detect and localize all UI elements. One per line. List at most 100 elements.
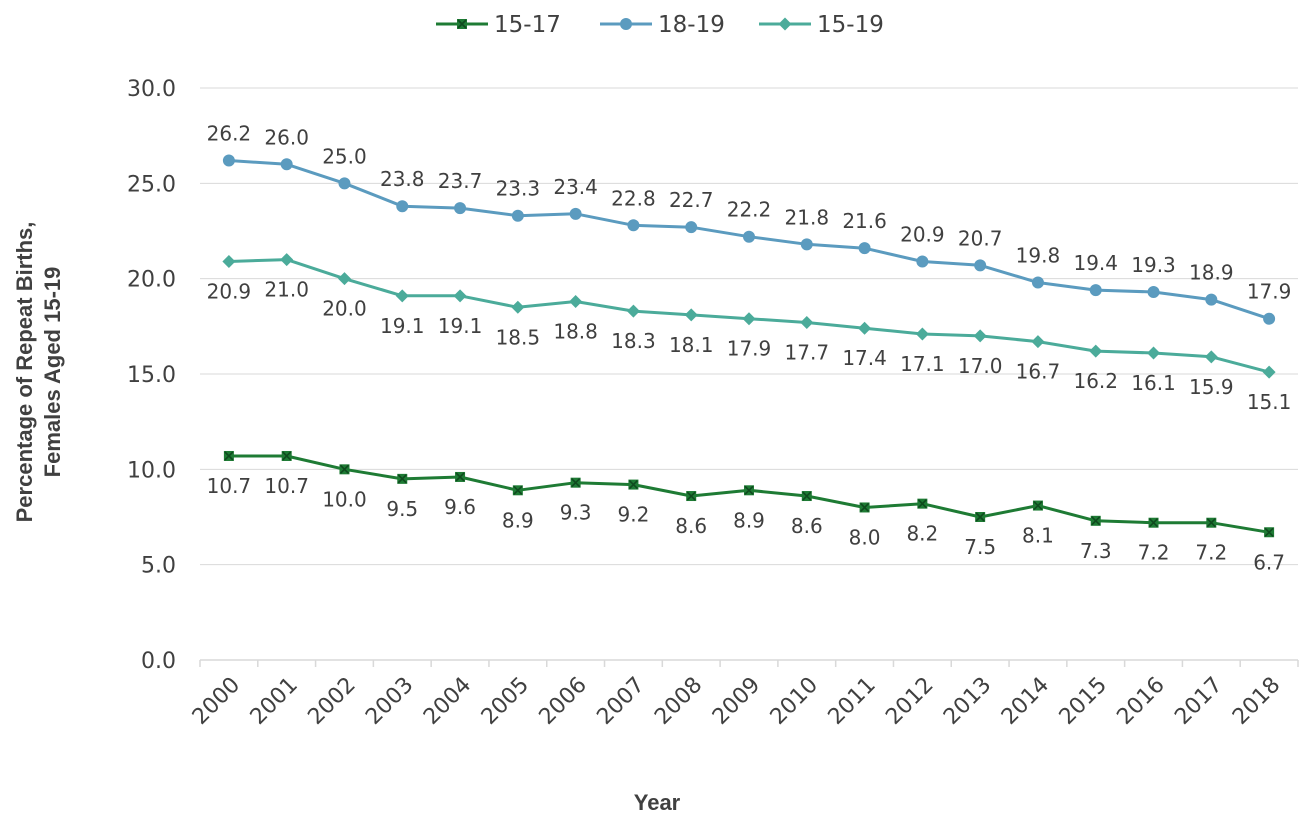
- data-point: [1262, 365, 1276, 379]
- data-label: 19.1: [438, 314, 483, 338]
- x-tick-label: 2011: [824, 673, 881, 730]
- data-label: 19.8: [1016, 243, 1061, 267]
- data-label: 9.6: [444, 495, 476, 519]
- data-point: [1147, 346, 1161, 360]
- data-point: [339, 464, 350, 475]
- data-label: 17.9: [1247, 280, 1292, 304]
- data-label: 23.4: [553, 175, 598, 199]
- data-label: 18.1: [669, 333, 714, 357]
- data-point: [455, 471, 466, 482]
- data-point: [569, 207, 582, 220]
- data-label: 8.6: [791, 514, 823, 538]
- y-tick-label: 0.0: [141, 649, 176, 674]
- data-point: [686, 491, 697, 502]
- data-point: [454, 202, 467, 215]
- data-point: [684, 308, 698, 322]
- data-point: [917, 498, 928, 509]
- data-point: [1206, 517, 1217, 528]
- data-label: 25.0: [322, 144, 367, 168]
- data-point: [223, 450, 234, 461]
- data-point: [1204, 350, 1218, 364]
- x-tick-label: 2014: [997, 673, 1054, 730]
- data-point: [626, 304, 640, 318]
- data-point: [1263, 312, 1276, 325]
- legend: 15-17 18-19 15-19: [436, 12, 884, 38]
- data-label: 8.0: [849, 525, 881, 549]
- data-point: [858, 242, 871, 255]
- data-label: 16.1: [1131, 371, 1176, 395]
- data-point: [570, 477, 581, 488]
- data-label: 21.0: [264, 278, 309, 302]
- data-label: 7.5: [964, 535, 996, 559]
- data-label: 6.7: [1253, 550, 1285, 574]
- data-point: [859, 502, 870, 513]
- data-label: 10.7: [207, 474, 252, 498]
- data-label: 17.7: [785, 341, 830, 365]
- data-label: 26.2: [207, 121, 252, 145]
- data-point: [1205, 293, 1218, 306]
- data-label: 19.4: [1073, 251, 1118, 275]
- x-tick-label: 2002: [303, 673, 360, 730]
- data-point: [801, 491, 812, 502]
- data-point: [337, 272, 351, 286]
- data-label: 10.7: [264, 474, 309, 498]
- data-label: 8.6: [675, 514, 707, 538]
- legend-item-15-17: 15-17: [436, 12, 561, 38]
- y-tick-label: 5.0: [141, 554, 176, 579]
- data-label: 8.2: [906, 522, 938, 546]
- data-labels: 10.7 10.7 10.0 9.5 9.6 8.9 9.3 9.2 8.6 8.9 8.6 8.0 8…: [207, 121, 1292, 574]
- y-axis-title: Percentage of Repeat Births, Females Aged…: [12, 222, 65, 523]
- x-axis: 2000 2001 2002 2003 2004 2005 2006 2007 2008 2009…: [188, 659, 1299, 730]
- y-tick-label: 25.0: [127, 172, 176, 197]
- data-label: 20.9: [900, 223, 945, 247]
- data-point: [627, 219, 640, 232]
- data-point: [628, 479, 639, 490]
- x-tick-label: 2013: [939, 673, 996, 730]
- data-label: 8.9: [733, 508, 765, 532]
- data-label: 18.8: [553, 320, 598, 344]
- x-tick-label: 2016: [1112, 673, 1169, 730]
- data-label: 9.5: [386, 497, 418, 521]
- data-point: [1147, 286, 1160, 299]
- data-point: [338, 177, 351, 190]
- data-label: 20.0: [322, 297, 367, 321]
- data-label: 9.3: [560, 501, 592, 525]
- data-label: 21.8: [785, 205, 830, 229]
- x-tick-label: 2017: [1170, 673, 1227, 730]
- data-point: [916, 255, 929, 268]
- data-point: [280, 253, 294, 267]
- data-point: [222, 154, 235, 167]
- legend-item-18-19: 18-19: [600, 12, 725, 38]
- data-label: 22.7: [669, 188, 714, 212]
- series-15-17: [223, 450, 1275, 538]
- data-point: [395, 289, 409, 303]
- data-label: 7.2: [1138, 541, 1170, 565]
- legend-marker: [778, 17, 792, 31]
- x-tick-label: 2009: [708, 673, 765, 730]
- data-label: 7.3: [1080, 539, 1112, 563]
- x-axis-title: Year: [634, 790, 681, 815]
- data-label: 21.6: [842, 209, 887, 233]
- data-point: [975, 512, 986, 522]
- data-label: 9.2: [618, 503, 650, 527]
- x-tick-label: 2004: [419, 673, 476, 730]
- x-tick-label: 2015: [1055, 673, 1112, 730]
- data-point: [800, 238, 813, 251]
- data-label: 18.9: [1189, 261, 1234, 285]
- legend-label: 15-17: [494, 12, 561, 38]
- data-label: 19.1: [380, 314, 425, 338]
- y-tick-label: 20.0: [127, 268, 176, 293]
- data-label: 22.8: [611, 186, 656, 210]
- data-point: [742, 312, 756, 326]
- data-label: 20.9: [207, 280, 252, 304]
- y-axis-title-line: Females Aged 15-19: [40, 267, 65, 478]
- x-tick-label: 2008: [650, 673, 707, 730]
- data-point: [453, 289, 467, 303]
- gridlines: [200, 87, 1298, 566]
- data-label: 17.0: [958, 354, 1003, 378]
- y-axis-ticks: 0.0 5.0 10.0 15.0 20.0 25.0 30.0: [127, 77, 176, 674]
- data-point: [1090, 515, 1101, 526]
- data-label: 23.3: [496, 177, 541, 201]
- data-label: 23.7: [438, 169, 483, 193]
